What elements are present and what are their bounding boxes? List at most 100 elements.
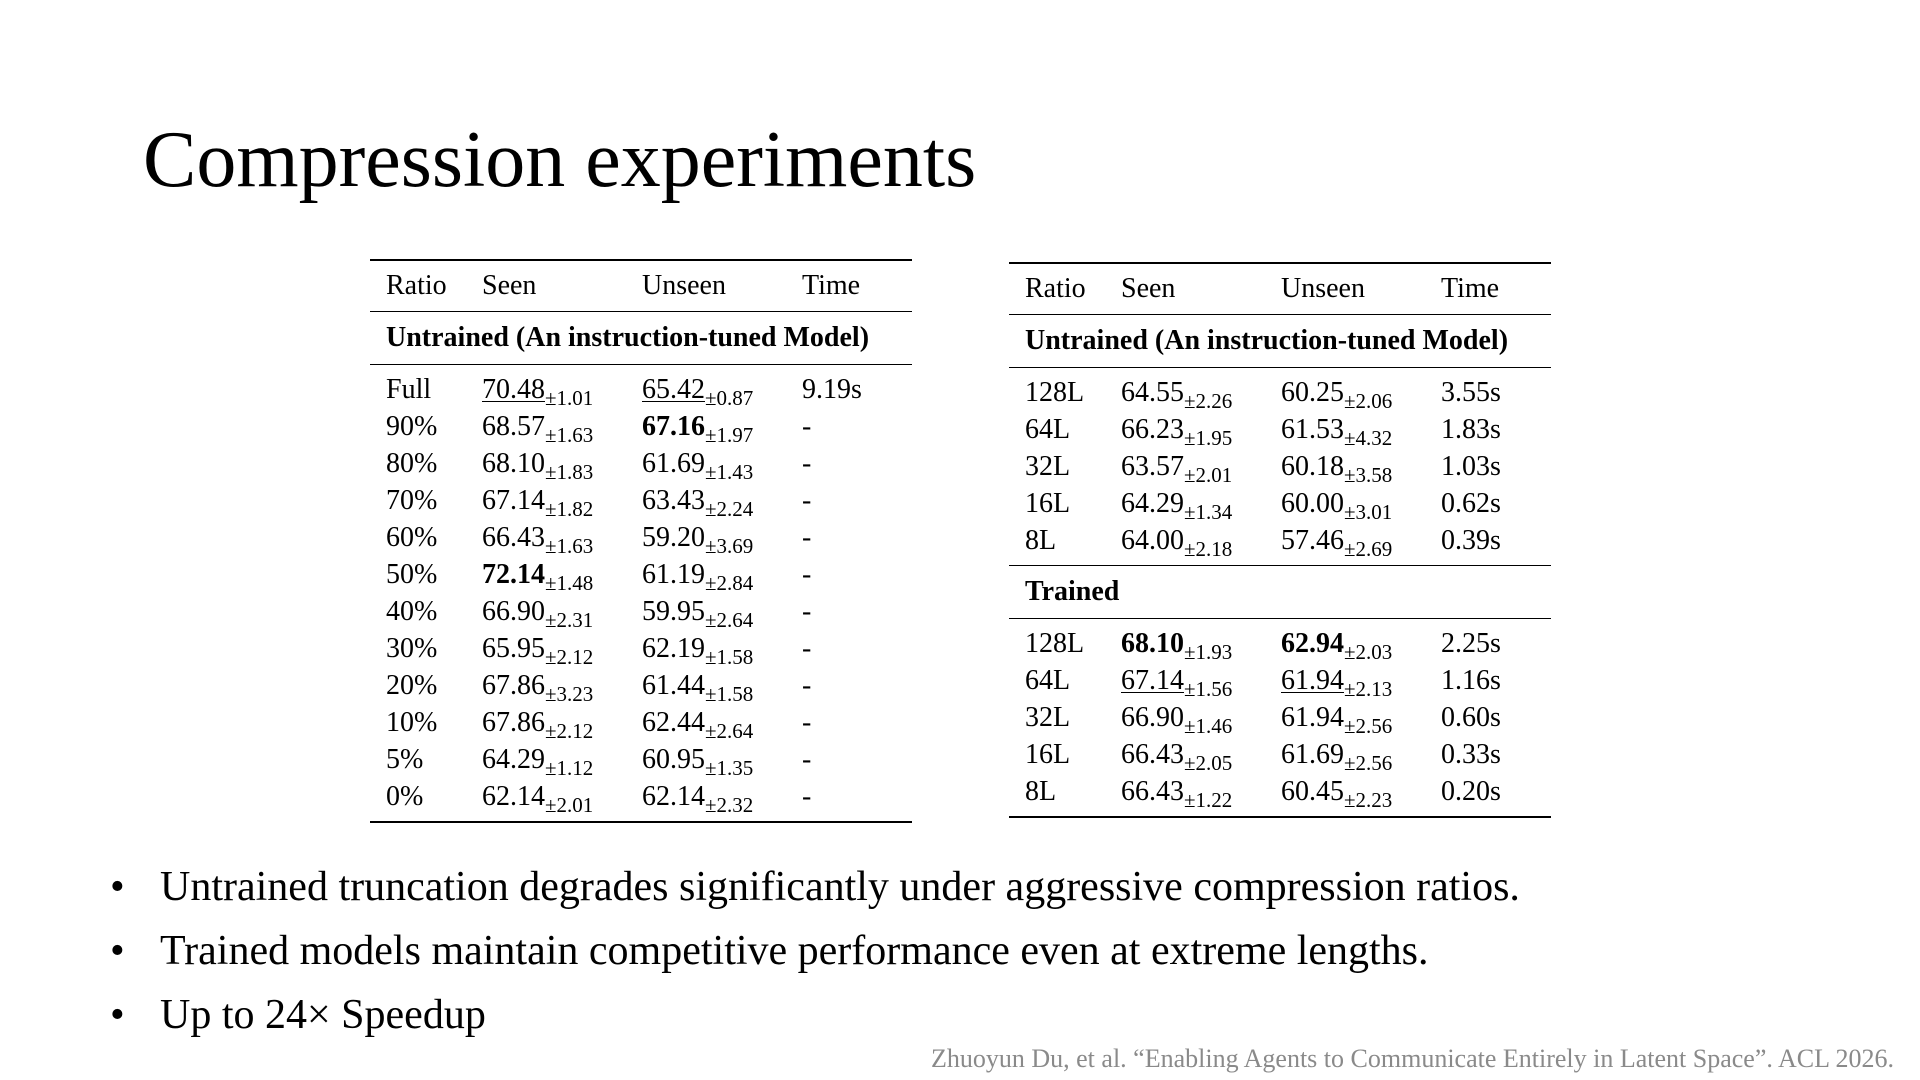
seen-value: 68.10	[1121, 628, 1184, 659]
time-cell: -	[802, 411, 812, 442]
seen-value: 64.55	[1121, 377, 1184, 408]
row-label: 128L	[1025, 377, 1085, 408]
table-row: 60% 66.43±1.63 59.20±3.69-	[370, 519, 912, 558]
unseen-value: 62.14	[642, 781, 705, 812]
citation: Zhuoyun Du, et al. “Enabling Agents to C…	[930, 1044, 1894, 1073]
unseen-cell: 62.19±1.58	[642, 630, 802, 669]
unseen-cell: 61.94±2.13	[1281, 662, 1441, 701]
row-label: 0%	[386, 781, 424, 812]
unseen-value: 60.45	[1281, 776, 1344, 807]
table-row: 50% 72.14±1.48 61.19±2.84-	[370, 556, 912, 595]
unseen-value: 61.53	[1281, 414, 1344, 445]
unseen-cell: 61.69±1.43	[642, 445, 802, 484]
seen-value: 67.86	[482, 707, 545, 738]
column-header: Time	[802, 270, 861, 301]
row-label: 70%	[386, 485, 438, 516]
time-cell: -	[802, 522, 812, 553]
seen-std: ±1.93	[1184, 640, 1233, 664]
table-row: 10% 67.86±2.12 62.44±2.64-	[370, 704, 912, 743]
seen-value: 66.43	[1121, 739, 1184, 770]
time-cell: 2.25s	[1441, 628, 1501, 659]
bullet-text: Up to 24× Speedup	[160, 992, 486, 1038]
seen-cell: 70.48±1.01	[482, 371, 642, 410]
seen-std: ±1.34	[1184, 500, 1233, 524]
unseen-cell: 61.94±2.56	[1281, 699, 1441, 738]
unseen-cell: 57.46±2.69	[1281, 522, 1441, 561]
time-cell: -	[802, 559, 812, 590]
unseen-cell: 60.25±2.06	[1281, 374, 1441, 413]
unseen-std: ±4.32	[1344, 426, 1393, 450]
seen-value: 66.43	[1121, 776, 1184, 807]
seen-cell: 66.43±1.63	[482, 519, 642, 558]
unseen-std: ±2.24	[705, 497, 754, 521]
unseen-std: ±1.43	[705, 460, 754, 484]
unseen-value: 57.46	[1281, 525, 1344, 556]
unseen-value: 60.95	[642, 744, 705, 775]
unseen-cell: 67.16±1.97	[642, 408, 802, 447]
row-label: 50%	[386, 559, 438, 590]
seen-std: ±3.23	[545, 682, 594, 706]
unseen-value: 61.69	[1281, 739, 1344, 770]
column-header: Ratio	[1025, 273, 1086, 304]
bullet-marker: •	[110, 992, 125, 1038]
table-row: 80% 68.10±1.83 61.69±1.43-	[370, 445, 912, 484]
slide-title: Compression experiments	[143, 116, 977, 204]
unseen-cell: 61.19±2.84	[642, 556, 802, 595]
unseen-value: 61.69	[642, 448, 705, 479]
seen-value: 68.57	[482, 411, 545, 442]
unseen-cell: 63.43±2.24	[642, 482, 802, 521]
time-cell: 1.83s	[1441, 414, 1501, 445]
section-body: 128L 68.10±1.93 62.94±2.03 2.25s 64L 67.14±1.…	[1009, 619, 1551, 816]
row-label: 64L	[1025, 414, 1071, 445]
row-label: Full	[386, 374, 432, 405]
seen-value: 64.29	[482, 744, 545, 775]
row-label: 20%	[386, 670, 438, 701]
unseen-std: ±3.01	[1344, 500, 1393, 524]
unseen-value: 62.44	[642, 707, 705, 738]
table-row: 90% 68.57±1.63 67.16±1.97-	[370, 408, 912, 447]
seen-cell: 67.14±1.82	[482, 482, 642, 521]
row-label: 5%	[386, 744, 424, 775]
bullet-text: Trained models maintain competitive perf…	[160, 928, 1429, 974]
unseen-value: 62.19	[642, 633, 705, 664]
bullet-list: • Untrained truncation degrades signific…	[110, 855, 1520, 1047]
unseen-std: ±0.87	[705, 386, 754, 410]
seen-value: 66.90	[1121, 702, 1184, 733]
row-label: 80%	[386, 448, 438, 479]
unseen-std: ±2.69	[1344, 537, 1393, 561]
table-header-row: Ratio Seen Unseen Time	[1009, 264, 1551, 314]
seen-std: ±1.46	[1184, 714, 1233, 738]
time-cell: 0.60s	[1441, 702, 1501, 733]
time-cell: -	[802, 744, 812, 775]
unseen-cell: 60.95±1.35	[642, 741, 802, 780]
table-row: 64L 67.14±1.56 61.94±2.13 1.16s	[1009, 662, 1551, 701]
seen-std: ±1.01	[545, 386, 594, 410]
table-row: 8L 64.00±2.18 57.46±2.69 0.39s	[1009, 522, 1551, 561]
seen-cell: 64.29±1.12	[482, 741, 642, 780]
seen-cell: 64.00±2.18	[1121, 522, 1281, 561]
seen-std: ±1.48	[545, 571, 594, 595]
seen-cell: 67.86±2.12	[482, 704, 642, 743]
seen-value: 66.43	[482, 522, 545, 553]
table-row: 70% 67.14±1.82 63.43±2.24-	[370, 482, 912, 521]
table-row: Full 70.48±1.01 65.42±0.87 9.19s	[370, 371, 912, 410]
seen-cell: 66.43±2.05	[1121, 736, 1281, 775]
unseen-cell: 61.69±2.56	[1281, 736, 1441, 775]
seen-std: ±2.12	[545, 719, 594, 743]
time-cell: -	[802, 670, 812, 701]
seen-value: 68.10	[482, 448, 545, 479]
column-header: Time	[1441, 273, 1500, 304]
column-header: Unseen	[1281, 273, 1365, 304]
seen-std: ±2.12	[545, 645, 594, 669]
table-row: 32L 66.90±1.46 61.94±2.56 0.60s	[1009, 699, 1551, 738]
seen-std: ±2.01	[1184, 463, 1233, 487]
seen-std: ±2.18	[1184, 537, 1233, 561]
time-cell: -	[802, 781, 812, 812]
row-label: 16L	[1025, 488, 1071, 519]
row-label: 40%	[386, 596, 438, 627]
time-cell: 0.39s	[1441, 525, 1501, 556]
time-cell: 0.20s	[1441, 776, 1501, 807]
unseen-value: 63.43	[642, 485, 705, 516]
unseen-std: ±1.97	[705, 423, 754, 447]
seen-std: ±1.22	[1184, 788, 1233, 812]
